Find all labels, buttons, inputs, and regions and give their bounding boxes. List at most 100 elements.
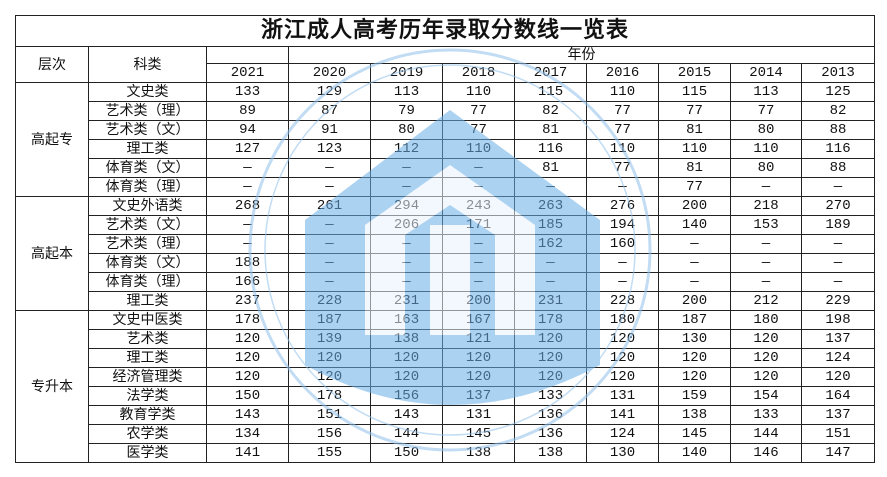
score-cell: — [586, 272, 659, 292]
score-cell: 120 [206, 367, 289, 387]
table-row: 体育类（理） — — — — — —77— — [16, 177, 875, 197]
score-cell: 81 [658, 120, 731, 140]
score-cell: 160 [586, 234, 659, 254]
score-cell: 89 [206, 101, 289, 121]
score-cell: — [801, 253, 875, 273]
score-cell: 77 [442, 101, 515, 121]
score-cell: 200 [658, 291, 731, 311]
score-cell: 120 [730, 367, 802, 387]
score-cell: 81 [514, 120, 587, 140]
score-cell: 124 [586, 424, 659, 444]
score-cell: 228 [288, 291, 371, 311]
score-cell: — [801, 272, 875, 292]
score-cell: 77 [658, 177, 731, 197]
category-cell: 经济管理类 [88, 367, 207, 387]
score-cell: 151 [288, 405, 371, 425]
score-cell: — [288, 158, 371, 178]
score-cell: — [442, 253, 515, 273]
table-row: 体育类（理） 166— — — — — — — — [16, 272, 875, 292]
score-cell: 137 [442, 386, 515, 406]
score-cell: 116 [514, 139, 587, 159]
score-cell: — [514, 253, 587, 273]
score-cell: 270 [801, 196, 875, 216]
score-cell: 140 [658, 215, 731, 235]
score-cell: 91 [288, 120, 371, 140]
score-cell: — [801, 234, 875, 254]
table-row: 经济管理类 120 120 120 120 120 120 120 120 120 [16, 367, 875, 387]
score-cell: 198 [801, 310, 875, 330]
score-cell: — [288, 215, 371, 235]
score-cell: 145 [442, 424, 515, 444]
score-cell: 200 [658, 196, 731, 216]
score-cell: — [658, 272, 731, 292]
score-cell: 138 [442, 443, 515, 463]
table-row: 体育类（文） 188— — — — — — — — [16, 253, 875, 273]
score-cell: 110 [586, 82, 659, 102]
score-cell: — [658, 253, 731, 273]
table-row: 专升本 文史中医类 178 187 163 167 178 180 187 180 198 [15, 310, 875, 463]
year-header-2016: 2016 [586, 63, 659, 83]
score-cell: 163 [370, 310, 443, 330]
table-row: 艺术类 120 139 138 121 120 120 130 120 137 [16, 329, 875, 349]
header-level: 层次 [15, 46, 89, 83]
score-cell: — [206, 234, 289, 254]
score-cell: 77 [586, 101, 659, 121]
score-cell: 206 [370, 215, 443, 235]
score-cell: 162 [514, 234, 587, 254]
score-cell: 138 [658, 405, 731, 425]
header-blank [206, 46, 289, 64]
year-header-2014: 2014 [730, 63, 802, 83]
table-row: 教育学类 143 151 143 131 136 141 138 133 137 [16, 405, 875, 425]
score-cell: 82 [801, 101, 875, 121]
score-cell: 143 [206, 405, 289, 425]
category-cell: 艺术类（文） [88, 120, 207, 140]
score-cell: 124 [801, 348, 875, 368]
score-cell: 120 [730, 348, 802, 368]
score-cell: 120 [514, 348, 587, 368]
score-cell: — [730, 177, 802, 197]
score-cell: 276 [586, 196, 659, 216]
score-cell: 120 [586, 348, 659, 368]
score-cell: 294 [370, 196, 443, 216]
score-cell: — [442, 234, 515, 254]
score-cell: 77 [730, 101, 802, 121]
score-cell: 194 [586, 215, 659, 235]
score-cell: 120 [370, 367, 443, 387]
score-cell: 110 [658, 139, 731, 159]
score-cell: 120 [658, 348, 731, 368]
table-row: 理工类 127 123 112 110 116 110 110 110 116 [16, 139, 875, 159]
score-cell: 138 [514, 443, 587, 463]
year-header-2015: 2015 [658, 63, 731, 83]
score-cell: 87 [288, 101, 371, 121]
table-row: 高起本 文史外语类 268 261 294 243 263 276 200 218 270 [15, 196, 875, 311]
score-cell: 188 [206, 253, 289, 273]
score-cell: 180 [730, 310, 802, 330]
table-row: 艺术类（理） 89 87 79 77 82 77 77 77 82 [16, 101, 875, 121]
score-cell: — [658, 234, 731, 254]
score-cell: — [288, 177, 371, 197]
table-row: 农学类 134 156 144 145 136 124 145 144 151 [16, 424, 875, 444]
score-cell: 94 [206, 120, 289, 140]
score-cell: 133 [730, 405, 802, 425]
score-cell: 150 [370, 443, 443, 463]
score-cell: 268 [206, 196, 289, 216]
score-cell: 110 [442, 139, 515, 159]
score-cell: 141 [206, 443, 289, 463]
score-cell: 130 [586, 443, 659, 463]
score-cell: 144 [370, 424, 443, 444]
score-cell: 138 [370, 329, 443, 349]
year-header-2020: 2020 [288, 63, 371, 83]
score-cell: 120 [586, 367, 659, 387]
category-cell: 体育类（理） [88, 177, 207, 197]
score-cell: 131 [442, 405, 515, 425]
score-cell: — [730, 253, 802, 273]
score-cell: 77 [442, 120, 515, 140]
score-cell: — [442, 272, 515, 292]
score-cell: 120 [288, 348, 371, 368]
score-cell: 164 [801, 386, 875, 406]
score-cell: 143 [370, 405, 443, 425]
score-cell: 212 [730, 291, 802, 311]
score-cell: 88 [801, 120, 875, 140]
score-cell: 237 [206, 291, 289, 311]
score-cell: 120 [514, 367, 587, 387]
